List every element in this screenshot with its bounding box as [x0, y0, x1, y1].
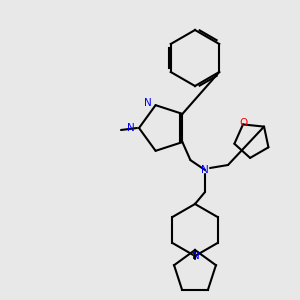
Text: N: N [127, 123, 135, 133]
Text: N: N [201, 165, 209, 175]
Text: O: O [240, 118, 248, 128]
Text: N: N [144, 98, 152, 108]
Text: N: N [192, 251, 200, 261]
